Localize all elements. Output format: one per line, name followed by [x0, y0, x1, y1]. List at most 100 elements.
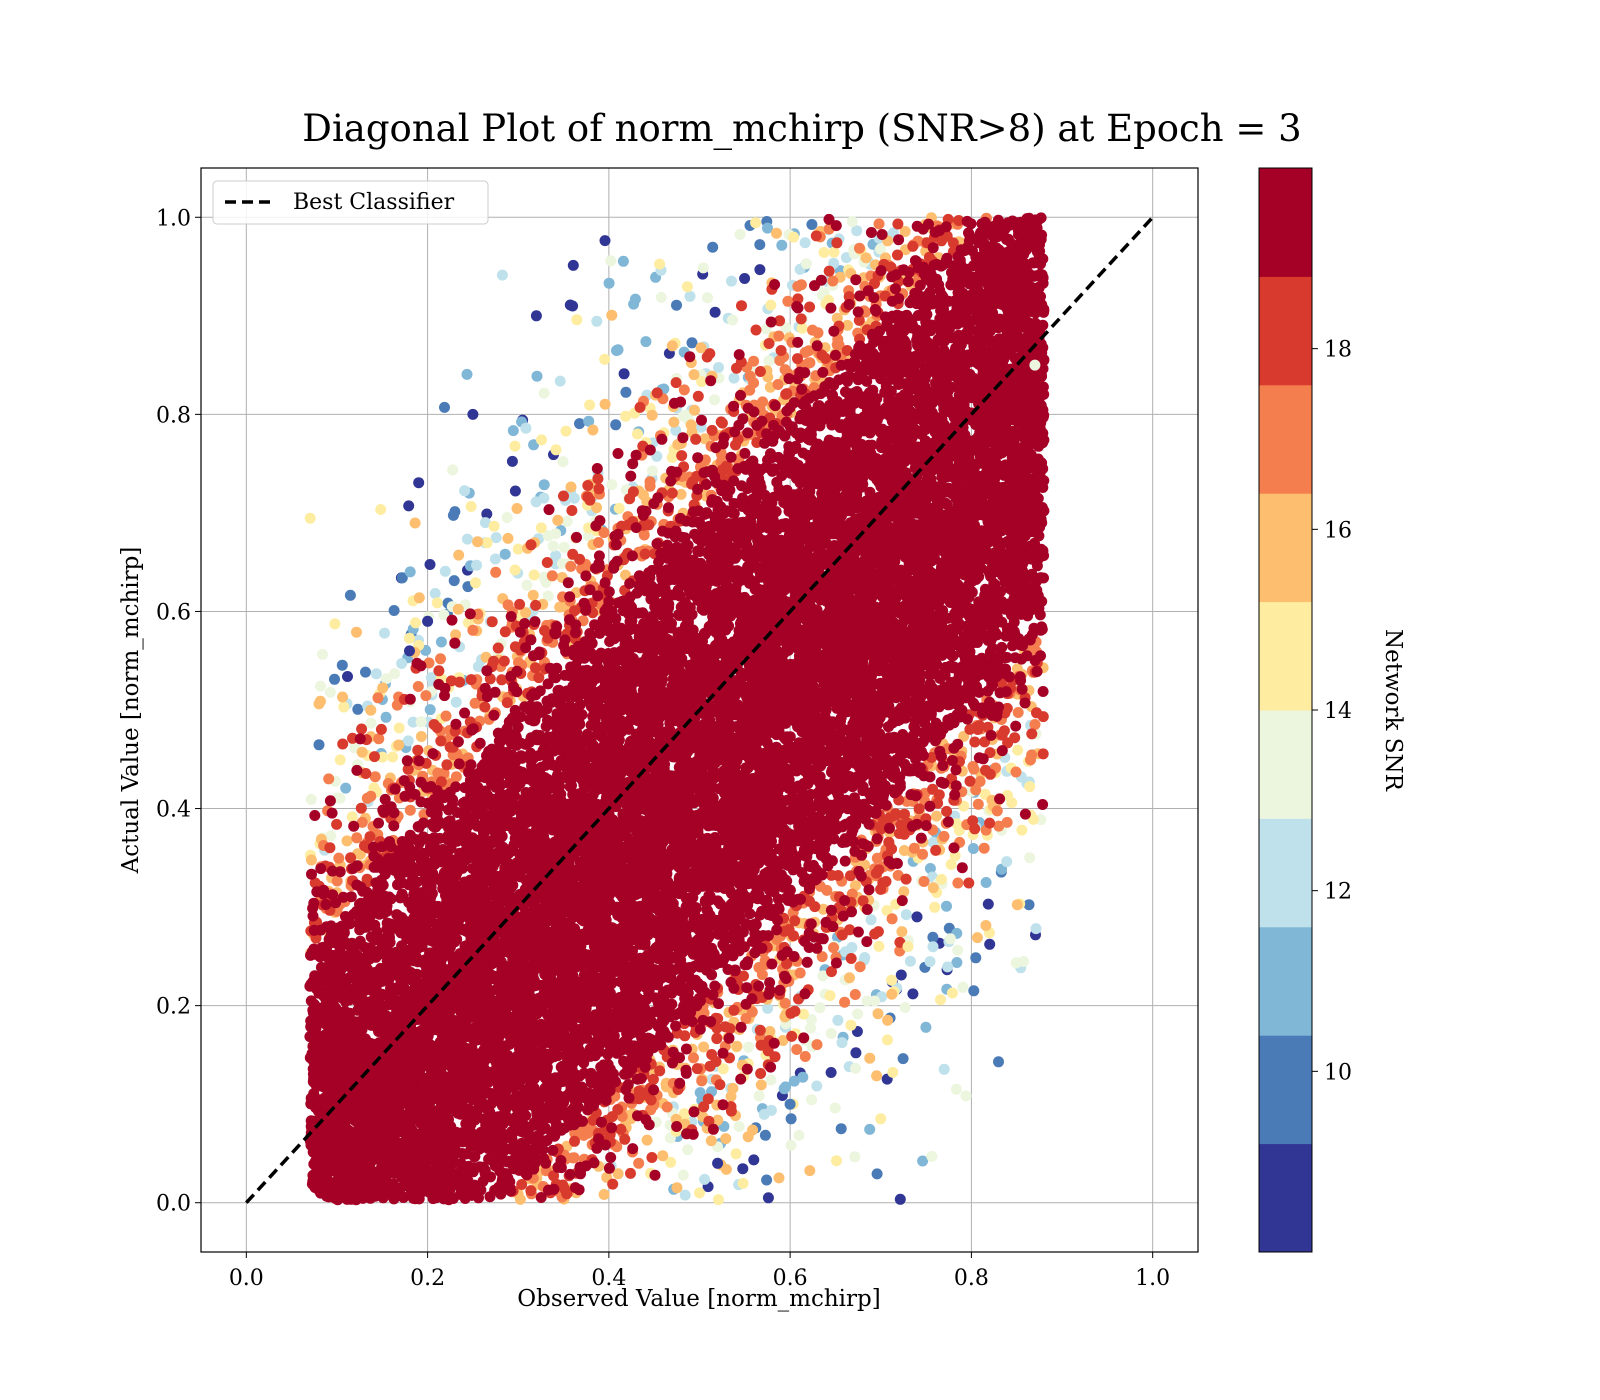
scatter-point	[754, 239, 766, 251]
scatter-point	[852, 1008, 864, 1020]
scatter-point	[864, 1123, 876, 1135]
scatter-point	[982, 898, 994, 910]
scatter-point	[1037, 686, 1049, 697]
scatter-point	[531, 370, 543, 382]
scatter-point	[388, 605, 400, 616]
scatter-point	[654, 258, 666, 270]
scatter-point	[772, 379, 784, 390]
scatter-point	[404, 804, 416, 816]
scatter-point	[424, 704, 436, 716]
scatter-point	[831, 1155, 842, 1167]
scatter-point	[850, 1062, 861, 1074]
scatter-point	[854, 242, 865, 254]
scatter-point	[520, 422, 532, 434]
scatter-point	[948, 842, 960, 854]
scatter-point	[556, 558, 568, 570]
scatter-point	[817, 970, 829, 982]
scatter-point	[396, 572, 408, 584]
scatter-point	[592, 473, 604, 485]
scatter-point	[828, 942, 839, 954]
scatter-point	[753, 962, 765, 973]
scatter-point	[663, 502, 674, 514]
scatter-point	[938, 1063, 950, 1075]
scatter-point	[695, 342, 707, 354]
scatter-point	[892, 218, 904, 230]
scatter-point	[796, 322, 808, 334]
scatter-point	[980, 920, 992, 931]
plot-area: 0.0 0.2 0.4 0.6 0.8 1.0 0.00.20.40.60.81.0	[156, 167, 1199, 1291]
scatter-point	[699, 1173, 711, 1185]
scatter-point	[554, 375, 566, 387]
scatter-point	[904, 955, 916, 967]
scatter-point	[769, 279, 781, 290]
scatter-point	[886, 271, 898, 283]
scatter-point	[591, 502, 603, 514]
scatter-point	[907, 240, 919, 252]
scatter-point	[583, 530, 594, 542]
scatter-point	[971, 932, 983, 944]
scatter-point	[941, 900, 952, 912]
scatter-point	[512, 543, 524, 555]
scatter-point	[499, 548, 511, 560]
scatter-point	[315, 680, 326, 692]
scatter-point	[496, 269, 508, 281]
scatter-point	[918, 876, 930, 887]
scatter-point	[331, 818, 343, 830]
scatter-point	[882, 1014, 894, 1026]
scatter-point	[705, 375, 717, 387]
scatter-point	[542, 530, 554, 542]
scatter-point	[412, 681, 424, 692]
scatter-point	[1024, 781, 1036, 793]
scatter-point	[929, 901, 941, 913]
scatter-point	[599, 398, 611, 410]
scatter-point	[542, 590, 554, 602]
scatter-point	[788, 930, 799, 942]
scatter-point	[481, 508, 493, 520]
scatter-point	[972, 798, 984, 810]
scatter-point	[754, 264, 766, 276]
scatter-point	[1031, 707, 1042, 719]
scatter-point	[509, 485, 521, 497]
scatter-point	[580, 570, 592, 582]
scatter-point	[743, 1041, 754, 1053]
scatter-point	[757, 396, 769, 408]
scatter-point	[719, 1021, 731, 1033]
scatter-point	[527, 589, 539, 601]
scatter-point	[689, 404, 700, 416]
scatter-point	[598, 1189, 610, 1200]
scatter-point	[702, 292, 713, 304]
scatter-point	[1025, 754, 1036, 766]
scatter-point	[865, 914, 877, 926]
scatter-point	[750, 217, 762, 229]
scatter-point	[688, 369, 700, 381]
scatter-point	[1019, 808, 1031, 820]
scatter-point	[845, 1019, 857, 1031]
scatter-point	[809, 901, 821, 913]
scatter-point	[511, 503, 523, 514]
scatter-point	[1037, 799, 1049, 810]
scatter-point	[606, 1122, 618, 1134]
scatter-point	[606, 309, 618, 321]
scatter-point	[461, 368, 473, 380]
scatter-point	[552, 514, 564, 526]
scatter-point	[465, 501, 477, 512]
scatter-point	[605, 1152, 617, 1163]
scatter-point	[728, 1004, 740, 1016]
scatter-point	[324, 842, 336, 854]
scatter-point	[305, 793, 317, 805]
scatter-point	[731, 362, 742, 374]
scatter-point	[329, 618, 341, 630]
scatter-point	[769, 400, 781, 412]
scatter-point	[814, 1002, 826, 1014]
scatter-point	[1026, 728, 1038, 740]
scatter-point	[661, 1101, 673, 1113]
scatter-point	[472, 536, 484, 548]
scatter-point	[646, 1152, 658, 1163]
scatter-point	[611, 345, 622, 356]
scatter-point	[709, 306, 721, 318]
scatter-point	[428, 719, 440, 730]
scatter-point	[818, 247, 830, 258]
scatter-point	[759, 1129, 771, 1141]
scatter-point	[968, 985, 980, 997]
scatter-point	[634, 401, 646, 413]
